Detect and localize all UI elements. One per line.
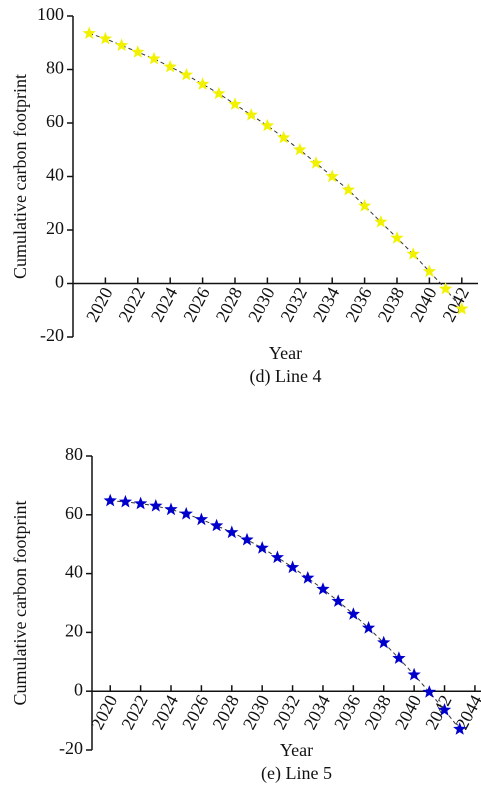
star-marker <box>270 550 284 564</box>
star-marker <box>179 67 194 81</box>
star-marker <box>361 621 376 634</box>
star-marker <box>255 541 269 554</box>
star-marker <box>331 594 345 607</box>
y-tick-label: 80 <box>65 444 83 464</box>
x-tick-label: 2028 <box>208 692 243 733</box>
star-marker <box>164 502 178 516</box>
y-tick-label: 20 <box>65 621 83 641</box>
x-tick-label: 2020 <box>82 284 117 325</box>
y-tick-label: 0 <box>74 679 83 699</box>
y-tick-label: 60 <box>65 503 83 523</box>
x-tick-label: 2024 <box>148 692 183 733</box>
x-axis-label: Year <box>280 740 313 760</box>
y-tick-label: 100 <box>37 4 64 24</box>
star-marker <box>374 215 388 228</box>
star-marker <box>244 108 258 121</box>
star-marker <box>228 97 242 110</box>
y-axis-label: Cumulative carbon footprint <box>10 74 30 279</box>
star-marker <box>453 722 467 735</box>
x-tick-label: 2026 <box>178 692 213 733</box>
star-marker <box>422 685 436 698</box>
y-axis-label: Cumulative carbon footprint <box>10 501 30 706</box>
star-marker <box>103 493 117 507</box>
star-marker <box>179 506 193 520</box>
star-marker <box>212 86 226 100</box>
star-marker <box>114 38 129 52</box>
star-marker <box>147 51 161 65</box>
star-marker <box>194 512 209 526</box>
x-tick-label: 2024 <box>147 284 182 325</box>
star-marker <box>392 651 406 664</box>
star-marker <box>225 525 239 539</box>
star-marker <box>163 59 177 73</box>
star-marker <box>377 635 391 649</box>
star-marker <box>325 169 339 183</box>
x-tick-label: 2038 <box>360 692 395 733</box>
star-marker <box>195 77 210 90</box>
y-tick-label: 40 <box>46 165 64 185</box>
star-marker <box>240 532 254 546</box>
y-tick-label: 40 <box>65 562 83 582</box>
x-tick-label: 2030 <box>244 284 279 325</box>
y-tick-label: 60 <box>46 111 64 131</box>
x-tick-label: 2038 <box>374 284 409 325</box>
star-marker <box>390 231 404 244</box>
star-marker <box>285 560 300 574</box>
x-tick-label: 2034 <box>300 692 335 733</box>
star-marker <box>131 45 145 58</box>
y-tick-label: 0 <box>55 272 64 292</box>
star-marker <box>357 198 372 212</box>
x-tick-label: 2036 <box>341 284 376 325</box>
y-tick-label: 80 <box>46 58 64 78</box>
star-marker <box>341 182 356 196</box>
star-marker <box>134 496 148 510</box>
star-marker <box>82 26 96 40</box>
star-marker <box>98 31 113 45</box>
y-tick-label: 20 <box>46 218 64 238</box>
star-marker <box>293 142 307 156</box>
star-marker <box>149 499 163 512</box>
star-marker <box>422 264 437 278</box>
series-line <box>89 32 463 310</box>
x-tick-label: 2022 <box>117 692 152 733</box>
x-tick-label: 2030 <box>239 692 274 733</box>
star-marker <box>260 118 275 132</box>
x-tick-label: 2034 <box>309 284 344 325</box>
star-marker <box>301 571 315 584</box>
x-tick-label: 2044 <box>452 692 481 733</box>
x-axis-label: Year <box>269 343 302 363</box>
x-tick-label: 2026 <box>179 284 214 325</box>
star-marker <box>455 301 469 315</box>
star-marker <box>406 247 420 260</box>
x-tick-label: 2040 <box>391 692 426 733</box>
star-marker <box>316 582 330 595</box>
x-tick-label: 2032 <box>269 692 304 733</box>
star-marker <box>309 156 323 169</box>
x-tick-label: 2040 <box>406 284 441 325</box>
star-marker <box>438 281 453 295</box>
x-tick-label: 2036 <box>330 692 365 733</box>
star-marker <box>437 703 452 716</box>
caption: (d) Line 4 <box>250 366 322 387</box>
x-tick-label: 2032 <box>276 284 311 325</box>
x-tick-label: 2042 <box>421 692 456 733</box>
caption: (e) Line 5 <box>261 763 332 784</box>
star-marker <box>407 667 421 681</box>
y-tick-label: -20 <box>40 325 64 345</box>
x-tick-label: 2022 <box>114 284 149 325</box>
y-tick-label: -20 <box>59 738 83 758</box>
star-marker <box>118 494 133 508</box>
star-marker <box>346 607 360 620</box>
star-marker <box>276 130 291 144</box>
x-tick-label: 2028 <box>212 284 247 325</box>
star-marker <box>209 518 224 532</box>
